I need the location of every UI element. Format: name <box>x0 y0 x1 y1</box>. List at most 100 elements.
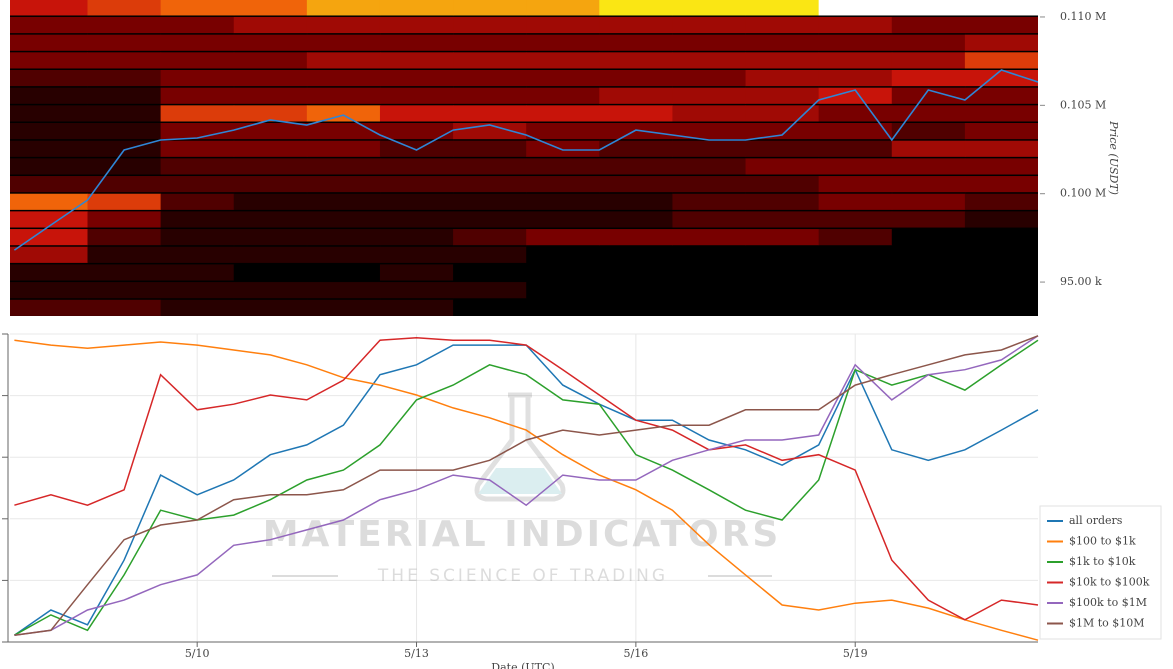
heatmap-cell <box>160 52 235 69</box>
heatmap-cell <box>379 193 454 210</box>
heatmap-cell <box>672 264 747 281</box>
heatmap-cell <box>964 16 1038 34</box>
heatmap-cell <box>891 105 966 122</box>
heatmap-cell <box>160 211 235 228</box>
heatmap-cell <box>10 211 89 228</box>
heatmap-cell <box>526 105 600 122</box>
heatmap-cell <box>379 0 454 16</box>
y-tick-label: 0.110 M <box>1060 10 1106 23</box>
heatmap-cell <box>160 193 235 210</box>
heatmap-cell <box>599 211 673 228</box>
heatmap-cell <box>745 211 820 228</box>
heatmap-cell <box>745 105 820 122</box>
heatmap-cell <box>745 246 820 263</box>
heatmap-cell <box>306 105 381 122</box>
heatmap-cell <box>160 282 235 299</box>
heatmap-cell <box>453 193 527 210</box>
heatmap-cell <box>745 0 820 16</box>
heatmap-cell <box>453 34 527 51</box>
price-line <box>13 69 1038 251</box>
line-series <box>13 335 1039 641</box>
legend-label: $100k to $1M <box>1069 596 1147 609</box>
heatmap-cell <box>10 69 89 87</box>
heatmap-cell <box>745 229 820 246</box>
heatmap-cell <box>379 123 454 140</box>
heatmap-cell <box>379 105 454 122</box>
heatmap-cell <box>453 211 527 228</box>
heatmap-cell <box>672 123 747 140</box>
heatmap-cell <box>233 0 308 16</box>
heatmap-cell <box>233 16 308 34</box>
heatmap-cell <box>453 105 527 122</box>
heatmap-cell <box>818 176 893 193</box>
heatmap-cell <box>964 87 1038 104</box>
watermark-title: MATERIAL INDICATORS <box>263 514 782 555</box>
heatmap-cell <box>233 105 308 122</box>
legend-box <box>1039 505 1162 640</box>
heatmap-cell <box>453 158 527 175</box>
heatmap-cell <box>233 52 308 69</box>
heatmap-cell <box>379 246 454 263</box>
heatmap-cell <box>160 264 235 281</box>
heatmap-cell <box>87 299 162 316</box>
heatmap-cell <box>526 176 600 193</box>
heatmap-cell <box>818 52 893 69</box>
heatmap-cell <box>891 176 966 193</box>
series-line <box>14 335 1039 636</box>
heatmap-cell <box>672 282 747 299</box>
heatmap-cell <box>891 229 966 246</box>
heatmap-cell <box>379 176 454 193</box>
heatmap-cell <box>599 176 673 193</box>
legend-label: $1M to $10M <box>1069 617 1145 630</box>
heatmap-cell <box>10 229 89 246</box>
heatmap-cell <box>964 282 1038 299</box>
heatmap-cell <box>891 282 966 299</box>
heatmap-cell <box>672 16 747 34</box>
heatmap-plot <box>10 0 1038 316</box>
heatmap-cell <box>379 211 454 228</box>
heatmap-cell <box>306 282 381 299</box>
heatmap-cell <box>453 140 527 157</box>
heatmap-cell <box>818 69 893 87</box>
heatmap-cell <box>10 34 89 51</box>
y-tick-label: 0.105 M <box>1060 98 1106 111</box>
heatmap-cell <box>379 34 454 51</box>
heatmap-cell <box>745 264 820 281</box>
series-line <box>14 336 1039 621</box>
heatmap-cell <box>745 52 820 69</box>
heatmap-cell <box>526 52 600 69</box>
heatmap-cell <box>672 105 747 122</box>
heatmap-cell <box>10 282 89 299</box>
heatmap-cell <box>745 176 820 193</box>
heatmap-cell <box>745 123 820 140</box>
heatmap-cell <box>599 193 673 210</box>
heatmap-cell <box>891 264 966 281</box>
heatmap-cell <box>306 264 381 281</box>
heatmap-cell <box>87 34 162 51</box>
heatmap-cell <box>818 282 893 299</box>
heatmap-cell <box>745 140 820 157</box>
heatmap-cell <box>306 193 381 210</box>
heatmap-cell <box>10 16 89 34</box>
heatmap-cell <box>233 264 308 281</box>
heatmap-cell <box>964 52 1038 69</box>
heatmap-cell <box>964 193 1038 210</box>
heatmap-cell <box>306 123 381 140</box>
heatmap-cell <box>379 158 454 175</box>
heatmap-cell <box>891 87 966 104</box>
heatmap-cell <box>306 176 381 193</box>
heatmap-cell <box>10 264 89 281</box>
heatmap-cell <box>379 264 454 281</box>
legend-label: $100 to $1k <box>1069 535 1136 548</box>
heatmap-cell <box>672 34 747 51</box>
heatmap-cell <box>10 246 89 263</box>
heatmap-cell <box>306 87 381 104</box>
heatmap-cell <box>818 246 893 263</box>
heatmap-cell <box>672 246 747 263</box>
heatmap-cell <box>306 246 381 263</box>
heatmap-cell <box>87 282 162 299</box>
x-tick-label: 5/13 <box>404 647 429 660</box>
heatmap-cell <box>599 16 673 34</box>
heatmap-cell <box>818 105 893 122</box>
heatmap-cell <box>599 87 673 104</box>
